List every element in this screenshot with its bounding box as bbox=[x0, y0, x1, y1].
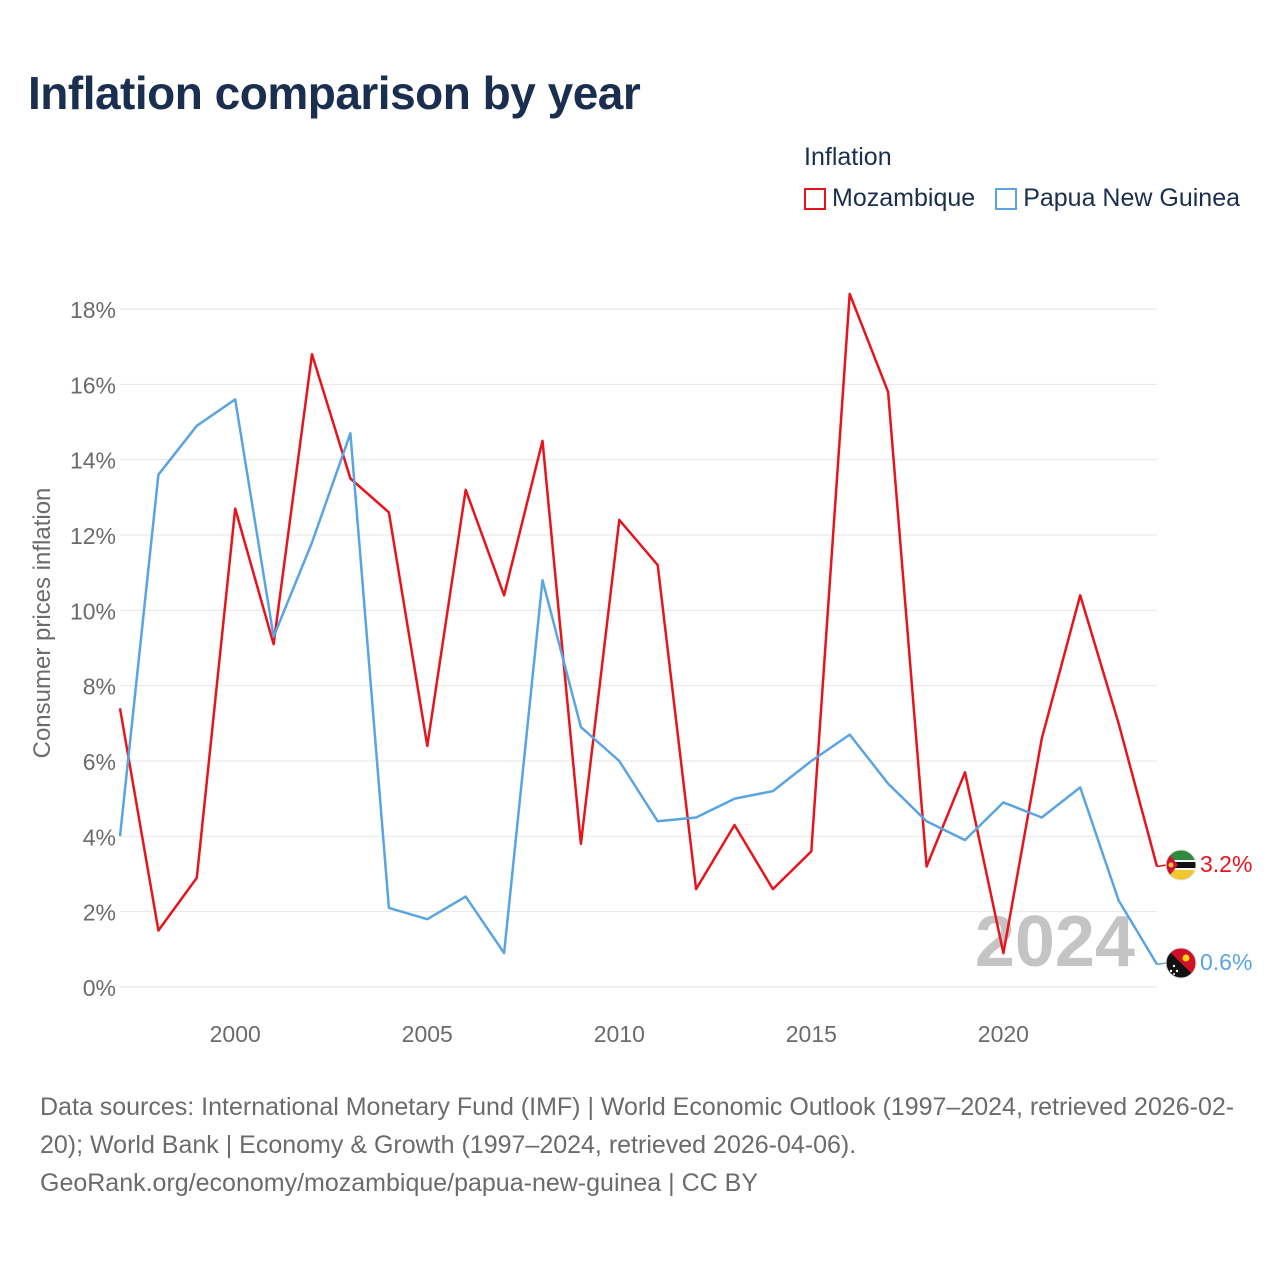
footer: Data sources: International Monetary Fun… bbox=[40, 1088, 1250, 1202]
legend-label-papua-new-guinea: Papua New Guinea bbox=[1023, 184, 1240, 212]
y-axis-ticks: 0% 2% 4% 6% 8% 10% 12% 14% 16% 18% bbox=[70, 297, 116, 1001]
series-line-mozambique[interactable] bbox=[118, 292, 1159, 955]
y-tick-label: 0% bbox=[83, 975, 116, 1001]
y-tick-label: 12% bbox=[70, 523, 116, 549]
series-lines bbox=[118, 292, 1159, 966]
x-tick-label: 2020 bbox=[978, 1021, 1029, 1047]
y-tick-label: 8% bbox=[83, 674, 116, 700]
legend: Inflation Mozambique Papua New Guinea bbox=[804, 143, 1240, 213]
x-tick-label: 2010 bbox=[594, 1021, 645, 1047]
mozambique-end-label: 3.2% bbox=[1200, 851, 1252, 877]
y-tick-label: 6% bbox=[83, 749, 116, 775]
y-tick-label: 18% bbox=[70, 297, 116, 323]
mozambique-flag-icon bbox=[1165, 849, 1197, 881]
legend-item-papua-new-guinea[interactable]: Papua New Guinea bbox=[995, 184, 1240, 213]
attribution-link[interactable]: GeoRank.org/economy/mozambique/papua-new… bbox=[40, 1169, 758, 1197]
papua-new-guinea-end-label: 0.6% bbox=[1200, 949, 1252, 975]
line-chart: 0%2%4%6%8%10%12%14%16%18% 2000 2005 2010 20… bbox=[29, 292, 1252, 1047]
series-line-papua-new-guinea[interactable] bbox=[118, 398, 1159, 966]
year-watermark: 2024 bbox=[975, 902, 1135, 982]
legend-item-mozambique[interactable]: Mozambique bbox=[804, 184, 975, 213]
y-tick-label: 4% bbox=[83, 824, 116, 850]
legend-label-mozambique: Mozambique bbox=[832, 184, 976, 212]
papua-new-guinea-flag-icon bbox=[1165, 947, 1197, 979]
y-tick-label: 10% bbox=[70, 598, 116, 624]
legend-swatch-mozambique bbox=[804, 187, 827, 210]
y-axis-label: Consumer prices inflation bbox=[29, 488, 56, 759]
y-tick-label: 14% bbox=[70, 448, 116, 474]
legend-title: Inflation bbox=[804, 143, 892, 171]
x-tick-label: 2005 bbox=[402, 1021, 453, 1047]
x-tick-label: 2015 bbox=[786, 1021, 837, 1047]
data-sources-text: Data sources: International Monetary Fun… bbox=[40, 1093, 1235, 1159]
grid-lines bbox=[120, 308, 1157, 988]
end-connector-papua-new-guinea bbox=[1156, 962, 1167, 966]
y-tick-label: 16% bbox=[70, 372, 116, 398]
x-tick-label: 2000 bbox=[210, 1021, 261, 1047]
series-end-markers bbox=[1156, 864, 1167, 966]
y-tick-label: 2% bbox=[83, 900, 116, 926]
end-connector-mozambique bbox=[1156, 864, 1167, 868]
x-axis-ticks: 2000 2005 2010 2015 2020 bbox=[210, 1021, 1029, 1047]
chart-title: Inflation comparison by year bbox=[28, 67, 641, 119]
legend-swatch-papua-new-guinea bbox=[995, 187, 1018, 210]
